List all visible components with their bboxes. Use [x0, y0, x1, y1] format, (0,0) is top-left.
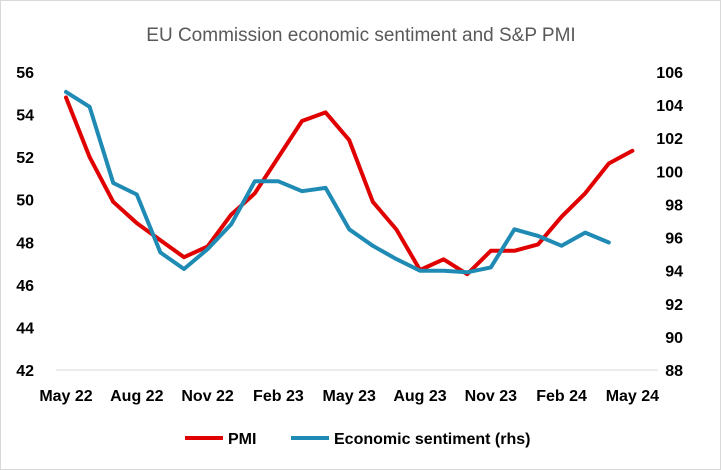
legend-label: PMI [228, 431, 256, 448]
y-right-tick-label: 106 [656, 65, 683, 82]
x-axis: May 22 Aug 22 Nov 22 Feb 23 May 23 Aug 23 Nov … [39, 388, 659, 405]
x-tick-label: Aug 22 [110, 388, 163, 405]
series-layer [64, 89, 635, 277]
y-left-tick-label: 46 [16, 278, 34, 295]
y-right-tick-label: 94 [665, 264, 683, 281]
x-tick-label: May 22 [39, 388, 92, 405]
y-right-tick-label: 90 [665, 330, 683, 347]
series-line-economic-sentiment [64, 89, 611, 275]
y-left-tick-label: 48 [16, 235, 34, 252]
y-right-tick-label: 100 [656, 164, 683, 181]
x-tick-label: May 24 [606, 388, 659, 405]
y-right-tick-label: 102 [656, 131, 683, 148]
y-axis-left: 42 44 46 48 50 52 54 56 [16, 65, 34, 380]
y-axis-right: 88 90 92 94 96 98 100 102 104 106 [656, 65, 683, 380]
y-right-tick-label: 98 [665, 197, 683, 214]
y-right-tick-label: 92 [665, 297, 683, 314]
y-left-tick-label: 44 [16, 320, 34, 337]
x-tick-label: Nov 22 [181, 388, 234, 405]
y-right-tick-label: 104 [656, 98, 683, 115]
y-left-tick-label: 54 [16, 108, 34, 125]
y-right-tick-label: 88 [665, 363, 683, 380]
series-line-pmi [64, 95, 635, 277]
x-tick-label: Nov 23 [465, 388, 518, 405]
legend: PMI Economic sentiment (rhs) [185, 431, 530, 448]
legend-label: Economic sentiment (rhs) [334, 431, 530, 448]
x-tick-label: May 23 [323, 388, 376, 405]
y-left-tick-label: 52 [16, 150, 34, 167]
x-tick-label: Feb 23 [253, 388, 304, 405]
y-right-tick-label: 96 [665, 231, 683, 248]
x-tick-label: Feb 24 [536, 388, 587, 405]
y-left-tick-label: 56 [16, 65, 34, 82]
y-left-tick-label: 50 [16, 193, 34, 210]
chart-title: EU Commission economic sentiment and S&P… [146, 25, 575, 46]
y-left-tick-label: 42 [16, 363, 34, 380]
x-tick-label: Aug 23 [393, 388, 446, 405]
